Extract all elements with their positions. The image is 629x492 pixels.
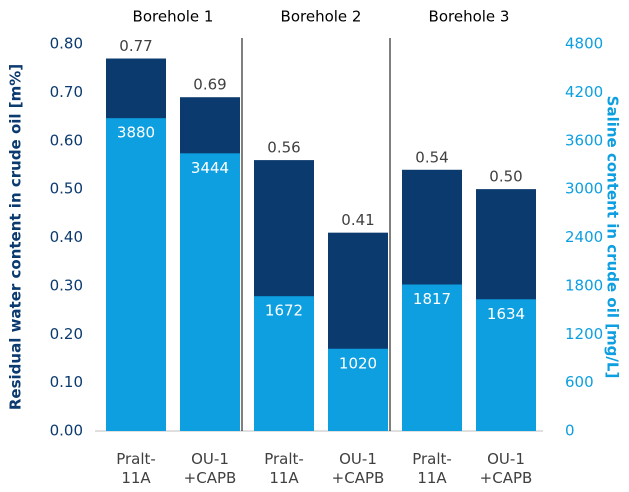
value-label: 1634 — [487, 305, 525, 323]
value-label: 0.50 — [489, 168, 522, 186]
bar — [402, 284, 462, 431]
y-tick-label: 0.30 — [50, 276, 83, 294]
y2-tick-label: 0 — [565, 422, 575, 440]
group-label: Borehole 2 — [281, 8, 362, 26]
y-tick-label: 0.50 — [50, 180, 83, 198]
x-tick-label: Pralt-11A — [264, 450, 304, 487]
y2-tick-label: 2400 — [565, 228, 603, 246]
x-tick-label: Pralt-11A — [116, 450, 156, 487]
x-tick-label: OU-1 +CAPB — [480, 450, 533, 487]
value-label: 0.69 — [193, 76, 226, 94]
x-tick-label: Pralt-11A — [412, 450, 452, 487]
x-tick-label: OU-1 +CAPB — [184, 450, 237, 487]
value-label: 0.54 — [415, 148, 448, 166]
value-label: 0.77 — [119, 37, 152, 55]
bar — [106, 118, 166, 432]
y2-tick-label: 4200 — [565, 83, 603, 101]
x-tick-label: OU-1 +CAPB — [332, 450, 385, 487]
value-label: 0.56 — [267, 139, 300, 157]
bar — [180, 153, 240, 431]
value-label: 1672 — [265, 302, 303, 320]
y2-tick-label: 3600 — [565, 131, 603, 149]
y-tick-label: 0.10 — [50, 373, 83, 391]
y2-tick-label: 1200 — [565, 325, 603, 343]
group-label: Borehole 3 — [429, 8, 510, 26]
bar — [254, 296, 314, 431]
y-tick-label: 0.80 — [50, 35, 83, 53]
value-label: 0.41 — [341, 211, 374, 229]
value-label: 1020 — [339, 354, 377, 372]
y2-tick-label: 3000 — [565, 180, 603, 198]
y2-tick-label: 1800 — [565, 276, 603, 294]
y-axis-title: Residual water content in crude oil [m%] — [7, 64, 25, 410]
value-label: 1817 — [413, 290, 451, 308]
y-tick-label: 0.70 — [50, 83, 83, 101]
y-tick-label: 0.00 — [50, 422, 83, 440]
y2-axis-title: Saline content in crude oil [mg/L] — [604, 96, 622, 379]
y2-tick-label: 600 — [565, 373, 594, 391]
bar — [476, 299, 536, 431]
bar — [328, 348, 388, 431]
value-label: 3444 — [191, 159, 229, 177]
y2-tick-label: 4800 — [565, 35, 603, 53]
value-label: 3880 — [117, 124, 155, 142]
y-tick-label: 0.40 — [50, 228, 83, 246]
y-tick-label: 0.20 — [50, 325, 83, 343]
group-label: Borehole 1 — [133, 8, 214, 26]
y-tick-label: 0.60 — [50, 131, 83, 149]
